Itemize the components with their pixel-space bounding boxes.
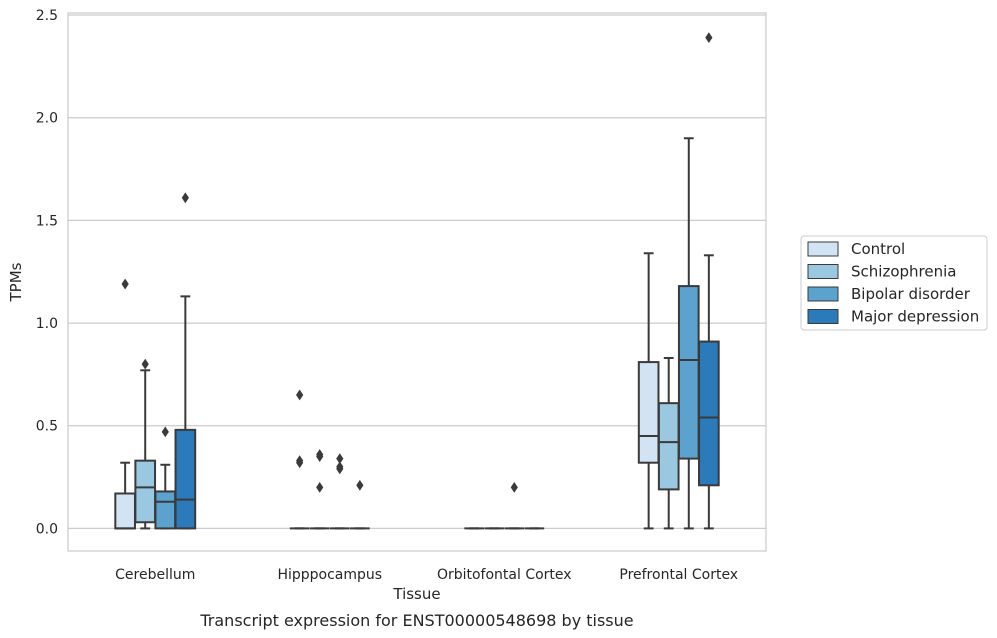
series-schizophrenia [134, 356, 680, 530]
outlier-point [316, 481, 324, 493]
legend: Control Schizophrenia Bipolar disorder Majo… [800, 235, 988, 331]
box-iqr [677, 285, 700, 460]
legend-frame [800, 235, 988, 331]
y-tick-label: 0.0 [36, 521, 58, 537]
outlier-point [705, 32, 713, 44]
legend-label: Major depression [851, 308, 979, 326]
outlier-point [161, 426, 169, 438]
outlier-point [336, 453, 344, 464]
x-tick-label: Cerebellum [115, 567, 195, 583]
outlier-point [336, 463, 344, 475]
outlier-point [121, 278, 129, 290]
outlier-point [141, 358, 149, 370]
plot-area-frame [67, 12, 767, 552]
box-iqr [154, 490, 177, 530]
outlier-point [181, 192, 189, 204]
box-iqr [114, 492, 136, 530]
x-tick-label: Hipppocampus [277, 567, 382, 583]
x-axis-title: Tissue [392, 585, 440, 603]
y-tick-label: 1.5 [36, 213, 58, 229]
box-iqr [657, 402, 680, 491]
box-plot-series [114, 32, 720, 530]
outlier-point [356, 479, 364, 491]
y-tick-label: 0.5 [36, 419, 58, 435]
y-tick-label: 2.5 [36, 8, 58, 24]
x-tick-label: Prefrontal Cortex [619, 567, 738, 583]
series-major-depression [174, 32, 720, 530]
y-tick-label: 1.0 [36, 316, 58, 332]
box-iqr [637, 361, 660, 464]
y-axis-ticks: 0.0 0.5 1.0 1.5 2.0 2.5 [36, 8, 58, 537]
legend-label: Schizophrenia [851, 263, 956, 281]
legend-swatch [807, 241, 839, 257]
x-axis-ticks: Cerebellum Hipppocampus Orbitofontal Corte… [115, 567, 738, 583]
outlier-point [316, 449, 324, 460]
legend-swatch [807, 264, 839, 279]
series-bipolar-disorder [154, 137, 700, 530]
legend-label: Bipolar disorder [851, 285, 971, 303]
legend-label: Control [851, 240, 905, 258]
series-control [114, 252, 660, 530]
outlier-point [296, 455, 304, 467]
legend-swatch [807, 286, 839, 302]
legend-swatch [807, 309, 839, 324]
box-iqr [174, 428, 197, 530]
x-tick-label: Orbitofontal Cortex [437, 567, 572, 583]
chart-caption: Transcript expression for ENST0000054869… [199, 611, 633, 630]
y-axis-title: TPMs [7, 262, 25, 302]
box-iqr [698, 340, 720, 487]
outlier-point [296, 389, 304, 401]
y-tick-label: 2.0 [36, 111, 58, 127]
box-iqr [134, 459, 157, 524]
outlier-point [510, 481, 518, 493]
